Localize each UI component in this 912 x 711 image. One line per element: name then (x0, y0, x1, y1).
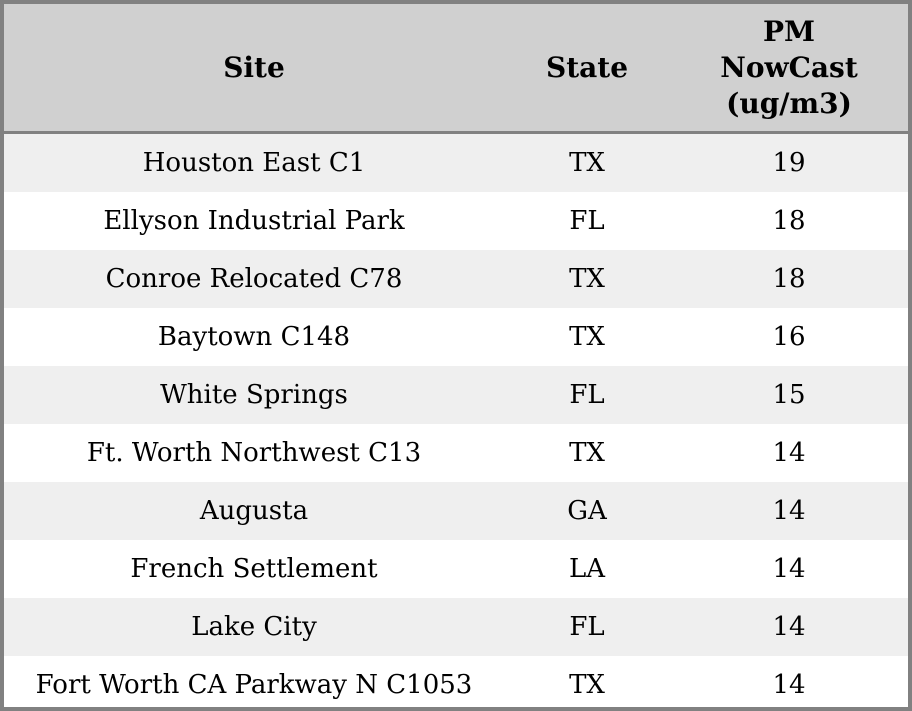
state-cell: TX (569, 438, 605, 468)
state-cell: TX (569, 148, 605, 178)
column-header-pm-line2: NowCast (720, 50, 858, 84)
table-row: French Settlement LA 14 (4, 540, 908, 598)
table-row: Fort Worth CA Parkway N C1053 TX 14 (4, 656, 908, 707)
table-row: Conroe Relocated C78 TX 18 (4, 250, 908, 308)
state-cell: GA (567, 496, 607, 526)
table-body: Houston East C1 TX 19 Ellyson Industrial… (4, 134, 908, 707)
pm-nowcast-cell: 14 (772, 554, 806, 584)
state-cell: TX (569, 322, 605, 352)
column-header-pm-nowcast: PM NowCast (ug/m3) (670, 4, 908, 131)
site-cell: Lake City (191, 612, 317, 642)
pm-nowcast-cell: 19 (772, 148, 806, 178)
column-header-pm-line3: (ug/m3) (726, 86, 852, 120)
table-row: Houston East C1 TX 19 (4, 134, 908, 192)
pm-nowcast-cell: 16 (772, 322, 806, 352)
column-header-state-label: State (545, 50, 629, 84)
table-header-row: Site State PM NowCast (ug/m3) (4, 4, 908, 134)
site-cell: White Springs (160, 380, 348, 410)
column-header-state: State (504, 4, 670, 131)
state-cell: TX (569, 264, 605, 294)
table-row: Baytown C148 TX 16 (4, 308, 908, 366)
state-cell: TX (569, 670, 605, 700)
pm-nowcast-cell: 18 (772, 206, 806, 236)
state-cell: FL (569, 380, 605, 410)
site-cell: Augusta (199, 496, 309, 526)
table-row: Lake City FL 14 (4, 598, 908, 656)
site-cell: Fort Worth CA Parkway N C1053 (35, 670, 473, 700)
table-row: White Springs FL 15 (4, 366, 908, 424)
site-cell: Ft. Worth Northwest C13 (86, 438, 422, 468)
site-cell: Houston East C1 (142, 148, 366, 178)
pm-nowcast-cell: 14 (772, 438, 806, 468)
table-row: Ellyson Industrial Park FL 18 (4, 192, 908, 250)
site-cell: Conroe Relocated C78 (105, 264, 403, 294)
pm-nowcast-cell: 14 (772, 670, 806, 700)
site-cell: French Settlement (130, 554, 378, 584)
pm-nowcast-cell: 14 (772, 496, 806, 526)
site-cell: Ellyson Industrial Park (103, 206, 405, 236)
pm-nowcast-cell: 18 (772, 264, 806, 294)
column-header-pm-line1: PM (762, 14, 816, 48)
state-cell: FL (569, 206, 605, 236)
column-header-site: Site (4, 4, 504, 131)
column-header-site-label: Site (223, 50, 285, 84)
pm-nowcast-cell: 14 (772, 612, 806, 642)
pm-nowcast-cell: 15 (772, 380, 806, 410)
table-row: Ft. Worth Northwest C13 TX 14 (4, 424, 908, 482)
state-cell: FL (569, 612, 605, 642)
table-row: Augusta GA 14 (4, 482, 908, 540)
state-cell: LA (568, 554, 606, 584)
site-cell: Baytown C148 (157, 322, 351, 352)
